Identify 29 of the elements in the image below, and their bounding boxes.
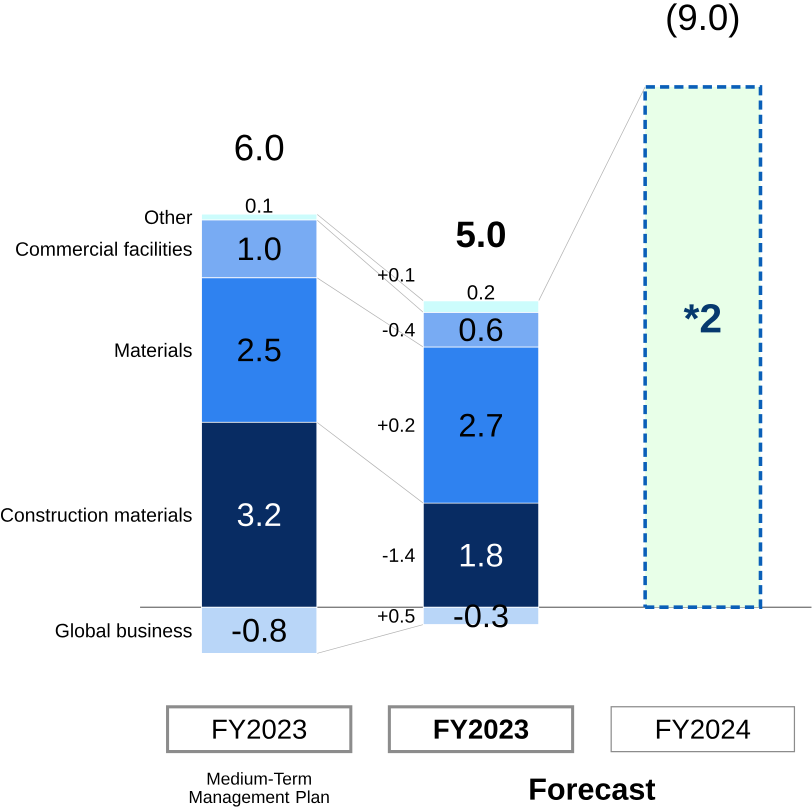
- data-label: 2.5: [238, 338, 280, 362]
- x-tick-label: FY2023: [434, 719, 528, 739]
- x-tick-label: FY2024: [656, 719, 750, 739]
- series-label: Construction materials: [0, 508, 192, 522]
- total-label: 5.0: [456, 221, 505, 248]
- annotation: +0.5: [378, 609, 414, 623]
- total-label: (9.0): [667, 3, 738, 38]
- series-label: Commercial facilities: [16, 242, 192, 256]
- data-label: 2.7: [460, 414, 502, 437]
- annotation: -0.4: [382, 322, 415, 337]
- data-label: 0.6: [460, 318, 502, 342]
- annotation: -1.4: [382, 548, 415, 562]
- data-label: -0.3: [454, 604, 508, 628]
- data-label: 0.1: [246, 198, 272, 213]
- series-label: Global business: [56, 623, 192, 638]
- annotation: *2: [684, 304, 720, 332]
- data-label: 3.2: [238, 503, 280, 526]
- data-label: -0.8: [232, 618, 286, 642]
- data-label: 0.2: [468, 285, 494, 300]
- total-label: 6.0: [236, 134, 284, 161]
- text: Medium-Term Management Plan: [190, 772, 329, 807]
- series-label: Materials: [116, 342, 192, 358]
- data-label: 1.0: [239, 237, 281, 260]
- series-label: Other: [144, 210, 192, 224]
- text: Forecast: [530, 778, 656, 800]
- x-tick-label: FY2023: [213, 719, 306, 739]
- annotation: +0.1: [378, 268, 414, 282]
- data-label: 1.8: [460, 544, 502, 567]
- annotation: +0.2: [378, 418, 414, 432]
